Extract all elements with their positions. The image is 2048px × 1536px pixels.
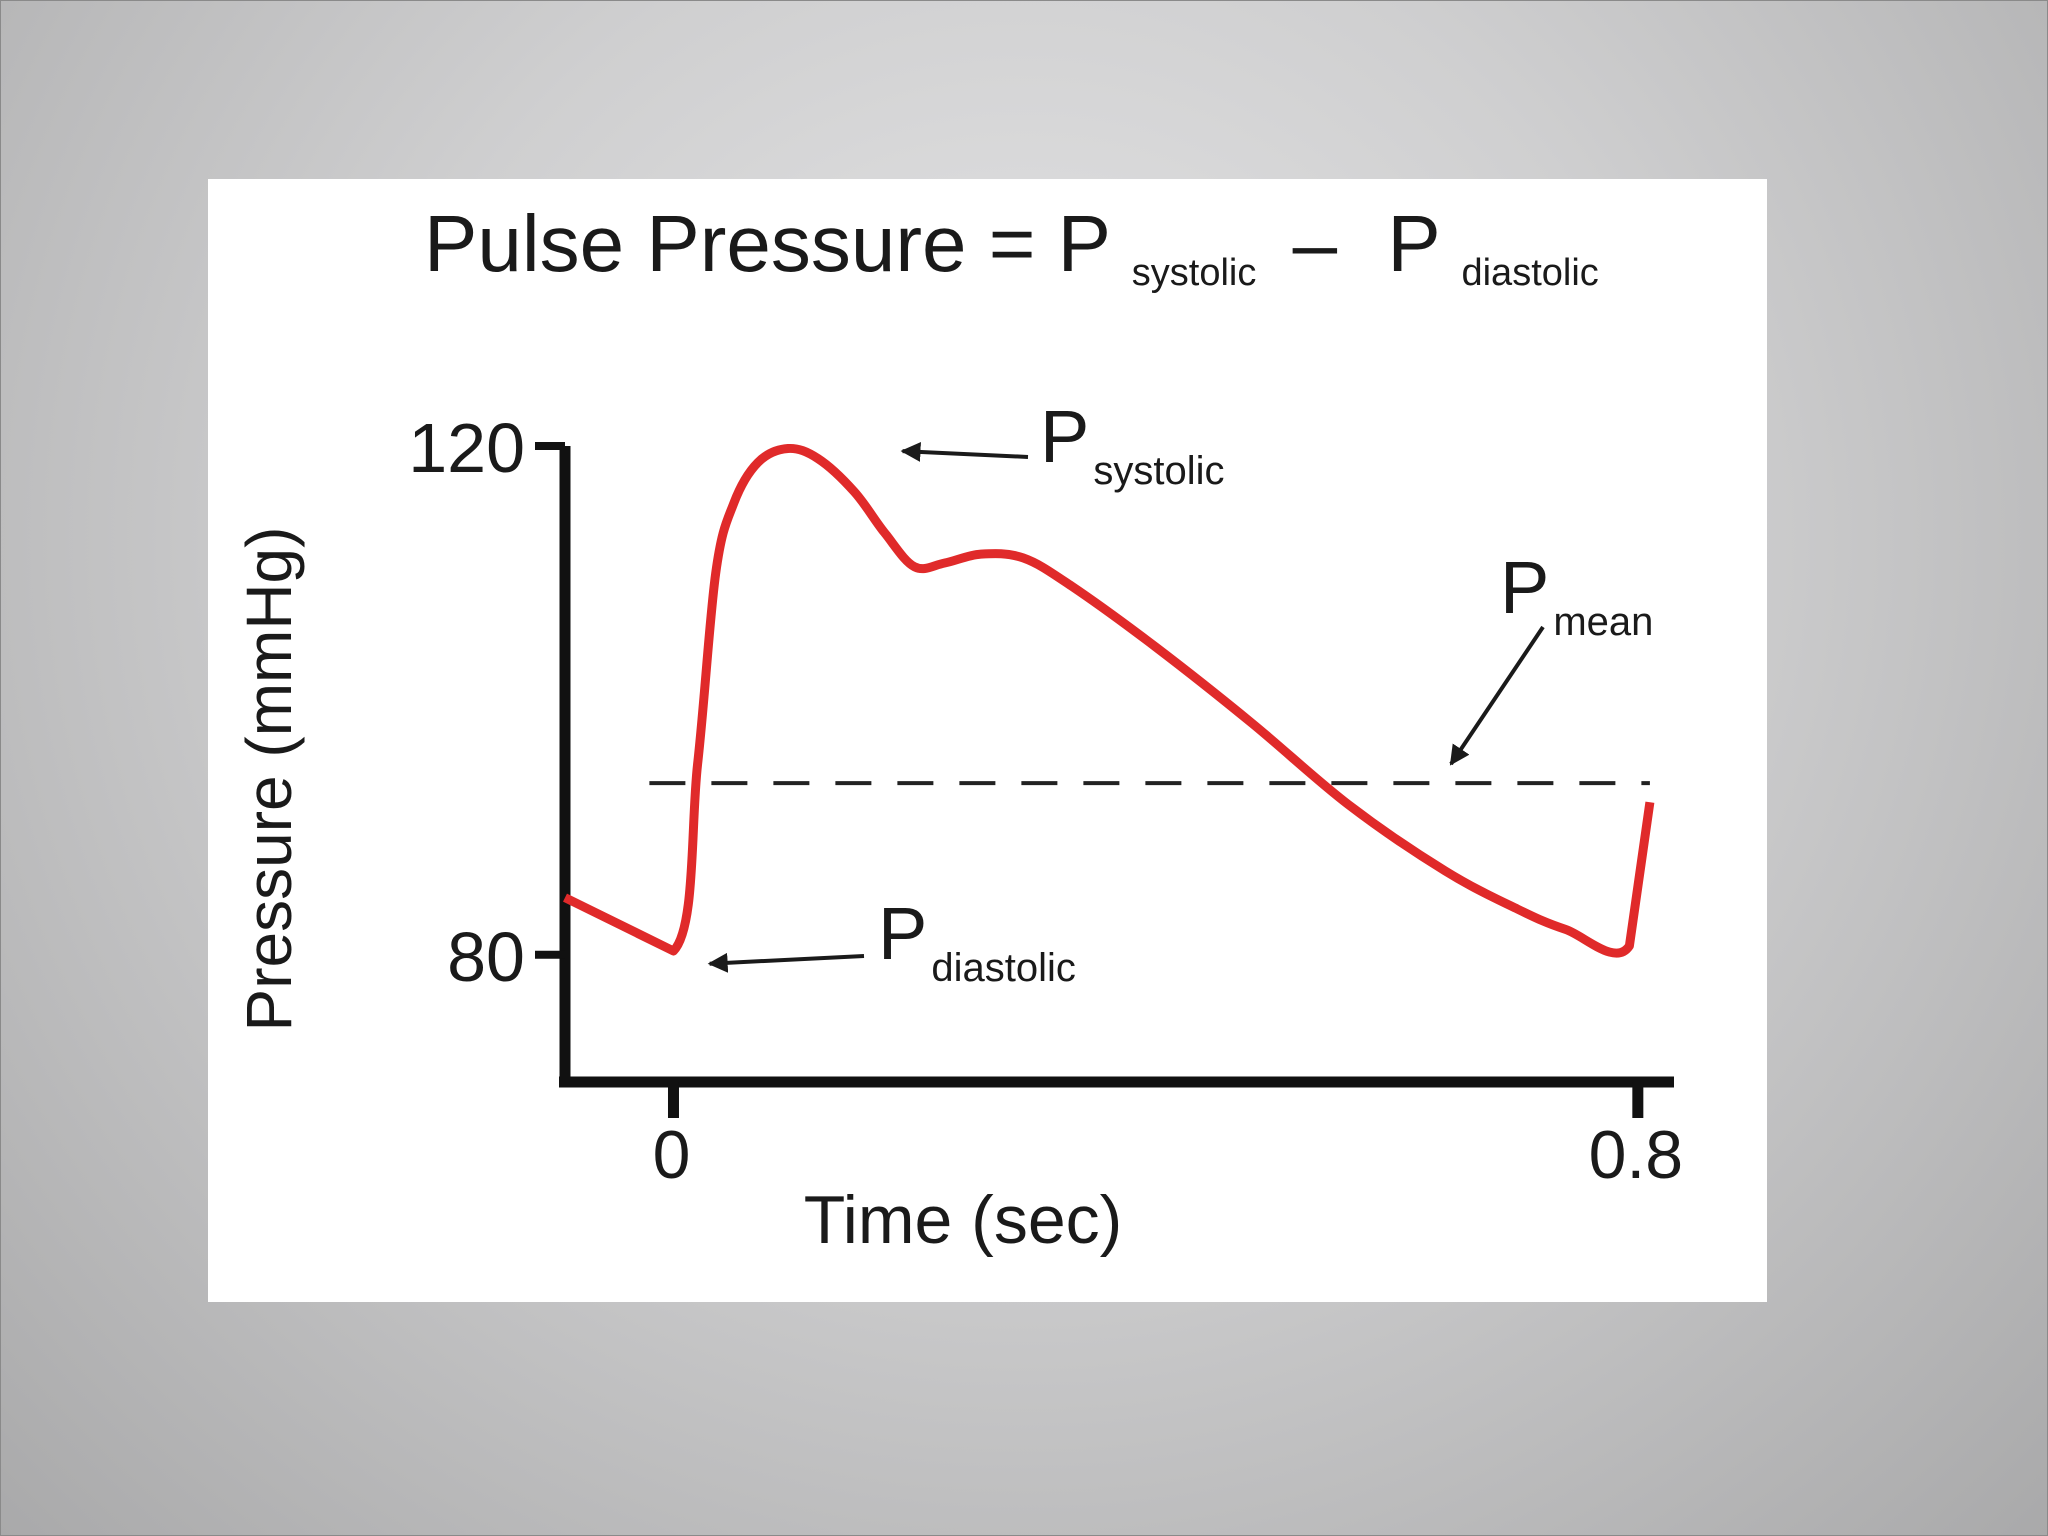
x-tick-label: 0.8: [1589, 1117, 1684, 1193]
figure-panel: Pulse Pressure = P systolic – P diastoli…: [208, 179, 1767, 1302]
chart-title: Pulse Pressure = P systolic – P diastoli…: [424, 199, 1599, 302]
pressure-curve: [563, 443, 1655, 958]
y-tick-label: 80: [447, 918, 525, 996]
y-axis-label: Pressure (mmHg): [233, 527, 305, 1032]
annotation-arrow: [707, 952, 865, 973]
y-tick-label: 120: [408, 409, 525, 487]
x-tick-label: 0: [653, 1117, 691, 1193]
pulse-pressure-chart: Pulse Pressure = P systolic – P diastoli…: [233, 199, 1684, 1258]
annotation-arrow: [1449, 625, 1545, 766]
x-axis-label: Time (sec): [804, 1182, 1123, 1258]
annotation-arrow: [900, 441, 1029, 462]
